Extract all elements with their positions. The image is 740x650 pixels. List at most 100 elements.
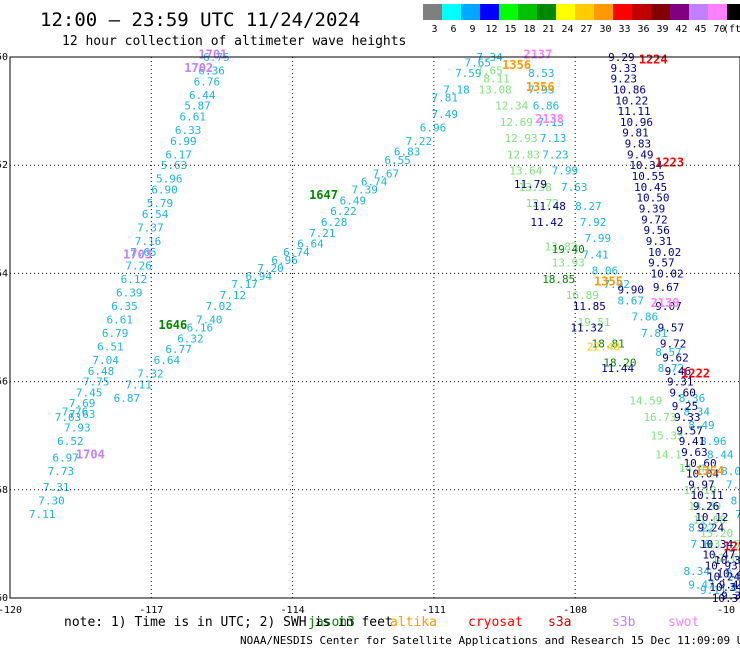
colorbar-label: 36 (637, 24, 649, 35)
wave-height-label: 8.34 (683, 405, 710, 418)
wave-height-label: 10.47 (702, 549, 735, 562)
colorbar-swatch (632, 4, 651, 20)
wave-height-label: 6.61 (180, 111, 207, 124)
pass-time-label: 1702 (184, 61, 213, 75)
wave-height-label: 6.76 (194, 75, 221, 88)
wave-height-label: 12.34 (495, 100, 528, 113)
wave-height-label: 13.45 (707, 538, 740, 551)
wave-height-label: 9.24 (698, 522, 725, 535)
wave-height-label: 7.18 (443, 83, 470, 96)
wave-height-label: 7.86 (632, 311, 659, 324)
wave-height-label: 6.99 (170, 135, 197, 148)
wave-height-label: 6.54 (142, 208, 169, 221)
wave-height-label: 9.47 (688, 578, 715, 591)
wave-height-label: 11.42 (530, 216, 563, 229)
wave-height-label: 7.81 (432, 92, 459, 105)
wave-height-label: 10.86 (613, 83, 646, 96)
wave-height-label: 10.96 (620, 116, 653, 129)
wave-height-label: 9.07 (655, 300, 682, 313)
wave-height-label: 10.02 (651, 267, 684, 280)
satellite-swot: swot (668, 615, 699, 630)
footer-credit: NOAA/NESDIS Center for Satellite Applica… (240, 634, 740, 647)
axes: -50 -52 -54 -56 -58 -60-120 -117 -114 -111 -108 -1… (0, 52, 740, 616)
pass-time-label: 1701 (198, 47, 227, 61)
wave-height-label: 9.62 (662, 351, 689, 364)
wave-height-label: 10.34 (700, 538, 733, 551)
wave-height-label: 7.04 (92, 354, 119, 367)
wave-height-label: 19.51 (578, 316, 611, 329)
colorbar-label: 9 (469, 24, 475, 35)
wave-height-label: 7.49 (432, 108, 459, 121)
wave-height-label: 10.55 (632, 170, 665, 183)
x-tick-label: -108 (563, 605, 587, 616)
wave-height-label: 12.19 (683, 484, 716, 497)
wave-height-label: 7.45 (76, 386, 103, 399)
wave-height-label: 6.86 (533, 100, 560, 113)
wave-height-label: 11.68 (693, 514, 726, 527)
wave-height-label: 13.83 (545, 240, 578, 253)
wave-height-label: 8.36 (679, 392, 706, 405)
wave-height-label: 7.69 (69, 397, 96, 410)
wave-height-label: 11.48 (533, 200, 566, 213)
wave-height-label: 7.59 (455, 67, 482, 80)
y-tick-label: -50 (0, 52, 8, 63)
wave-height-label: 9.41 (679, 435, 706, 448)
colorbar-label: 3 (431, 24, 437, 35)
colorbar-swatch (689, 4, 708, 20)
wave-height-label: 7.26 (125, 259, 152, 272)
wave-height-label: 10.24 (707, 570, 740, 583)
pass-time-label: 1222 (681, 366, 710, 380)
pass-time-label: 2139 (651, 296, 680, 310)
wave-height-label: 10.50 (636, 192, 669, 205)
pass-time-label: 2137 (523, 47, 552, 61)
colorbar-swatch (613, 4, 632, 20)
wave-height-label: 9.33 (674, 411, 701, 424)
wave-height-label: 5.79 (147, 197, 174, 210)
wave-height-label: 11.11 (618, 105, 651, 118)
wave-height-label: 7.93 (528, 83, 555, 96)
wave-height-label: 22.48 (587, 340, 620, 353)
wave-height-label: 7.11 (125, 378, 152, 391)
pass-time-label: 1354 (695, 464, 724, 478)
wave-height-label: 8.19 (726, 568, 740, 581)
wave-height-label: 8.44 (707, 449, 734, 462)
wave-height-label: 10.60 (683, 457, 716, 470)
wave-height-label: 7.02 (205, 300, 232, 313)
wave-height-label: 7.63 (561, 181, 588, 194)
wave-height-label: 6.77 (165, 343, 192, 356)
wave-height-label: 7.30 (38, 495, 65, 508)
wave-height-label: 7.65 (130, 246, 157, 259)
x-tick-label: -111 (422, 605, 446, 616)
wave-height-label: 7.99 (552, 165, 579, 178)
wave-height-label: 9.57 (658, 322, 685, 335)
wave-height-label: 6.33 (175, 124, 202, 137)
colorbar-swatch (423, 4, 442, 20)
wave-height-label: 7.20 (257, 262, 284, 275)
wave-height-label: 8.27 (575, 200, 602, 213)
wave-height-label: 7.81 (641, 327, 668, 340)
wave-height-label: 7.22 (406, 135, 433, 148)
colorbar-label: 15 (504, 24, 516, 35)
pass-time-label: 1356 (526, 80, 555, 94)
wave-height-label: 7.67 (373, 167, 400, 180)
wave-height-label: 10.22 (615, 94, 648, 107)
wave-height-label: 10.12 (695, 511, 728, 524)
wave-height-label: 7.8 (735, 508, 740, 521)
wave-height-label: 6.51 (97, 340, 124, 353)
wave-height-label: 9.72 (641, 213, 668, 226)
wave-height-label: 9.72 (660, 338, 687, 351)
wave-height-label: 10.45 (634, 181, 667, 194)
wave-height-label: 14.4 (679, 462, 706, 475)
satellite-s3a: s3a (548, 615, 571, 630)
y-tick-label: -52 (0, 160, 8, 171)
wave-height-label: 6.96 (420, 121, 447, 134)
wave-height-label: 7.13 (537, 116, 564, 129)
wave-height-label: 6.16 (187, 322, 214, 335)
wave-height-label: 6.28 (321, 216, 348, 229)
colorbar-swatch (480, 4, 499, 20)
wave-height-label: 8.8 (731, 581, 740, 594)
y-tick-label: -56 (0, 377, 8, 388)
x-tick-label: -120 (0, 605, 22, 616)
wave-height-label: 9.57 (648, 257, 675, 270)
